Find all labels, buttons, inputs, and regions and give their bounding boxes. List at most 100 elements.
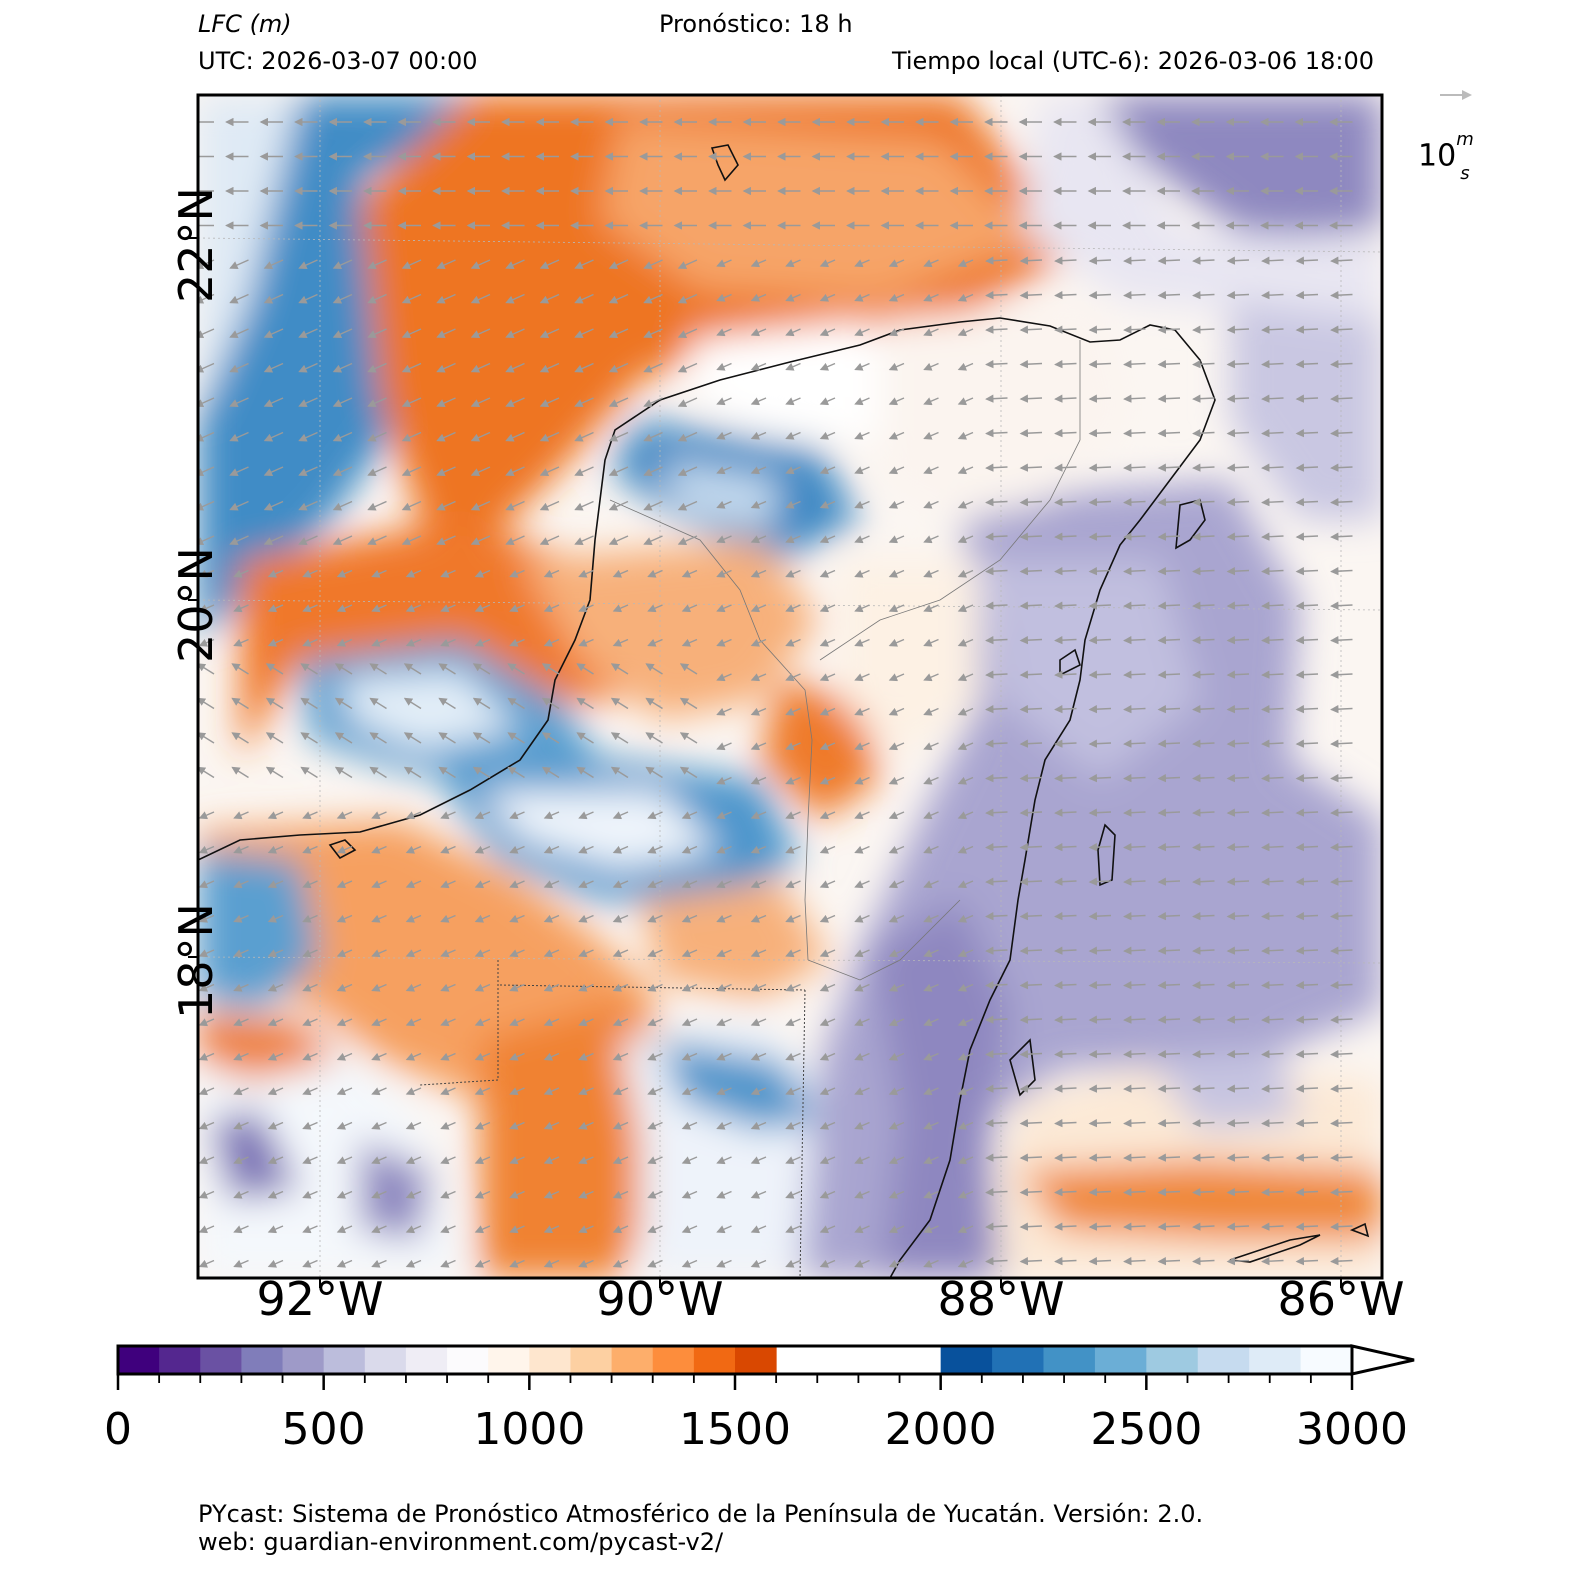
wind-arrow	[539, 293, 560, 304]
wind-arrow	[1123, 946, 1146, 955]
wind-arrow	[1330, 704, 1353, 714]
wind-arrow	[1192, 359, 1215, 369]
wind-arrow	[1330, 635, 1353, 645]
wind-arrow	[263, 259, 284, 269]
wind-arrow	[923, 569, 939, 578]
wind-arrow	[854, 811, 870, 820]
wind-arrow	[332, 362, 353, 373]
wind-arrow	[957, 1190, 974, 1199]
wind-arrow	[509, 1052, 525, 1061]
wind-arrow	[985, 842, 1008, 852]
wind-arrow	[1192, 842, 1215, 852]
wind-arrow	[298, 466, 318, 476]
wind-arrow	[436, 466, 456, 476]
wind-arrow	[578, 949, 594, 958]
wind-arrow	[785, 1225, 801, 1234]
wind-arrow	[265, 766, 284, 779]
wind-arrow	[1295, 1187, 1319, 1197]
wind-arrow	[574, 293, 594, 304]
wind-arrow	[509, 1225, 525, 1234]
wind-arrow	[298, 362, 318, 373]
wind-arrow	[716, 673, 732, 682]
wind-arrow	[681, 1225, 698, 1234]
wind-arrow	[1123, 670, 1146, 679]
wind-arrow	[1054, 670, 1077, 679]
wind-arrow	[229, 431, 249, 442]
wind-arrow	[647, 811, 663, 820]
wind-arrow	[716, 397, 732, 406]
wind-arrow	[401, 431, 422, 442]
wind-arrow	[334, 697, 353, 710]
wind-arrow	[1019, 532, 1043, 541]
colorbar-segment	[611, 1346, 654, 1374]
wind-arrow	[716, 845, 732, 854]
wind-arrow	[1295, 256, 1319, 265]
wind-arrow	[716, 1190, 732, 1199]
wind-arrow	[539, 535, 560, 545]
wind-arrow	[507, 766, 525, 779]
wind-arrow	[332, 397, 353, 407]
wind-arrow	[854, 500, 870, 509]
wind-arrow	[440, 811, 456, 820]
colorbar-segment	[241, 1346, 284, 1374]
wind-arrow	[612, 845, 629, 854]
wind-arrow	[474, 880, 491, 889]
wind-arrow	[1330, 290, 1353, 300]
wind-arrow	[302, 1121, 318, 1130]
wind-arrow	[608, 466, 629, 476]
wind-arrow	[267, 880, 284, 889]
wind-arrow	[543, 1121, 560, 1130]
wind-arrow	[985, 532, 1008, 541]
wind-arrow	[716, 638, 732, 647]
wind-arrow	[302, 1087, 318, 1096]
wind-arrow	[543, 1190, 560, 1199]
wind-arrow	[1054, 877, 1077, 886]
wind-arrow	[645, 697, 663, 710]
wind-arrow	[1226, 842, 1250, 852]
wind-arrow	[923, 638, 939, 647]
wind-arrow	[474, 638, 491, 647]
wind-arrow	[302, 880, 318, 889]
wind-arrow	[1054, 463, 1077, 472]
wind-arrow	[267, 983, 284, 992]
wind-arrow	[716, 811, 732, 820]
wind-arrow	[785, 742, 801, 751]
wind-arrow	[539, 431, 560, 442]
wind-arrow	[302, 604, 318, 613]
wind-arrow	[336, 1052, 353, 1061]
wind-arrow	[509, 983, 525, 992]
wind-arrow	[1019, 601, 1043, 610]
wind-arrow	[543, 638, 560, 647]
wind-arrow	[985, 1256, 1008, 1266]
wind-arrow	[1123, 1118, 1146, 1128]
wind-arrow	[1295, 980, 1319, 990]
wind-arrow	[1123, 1222, 1146, 1231]
wind-arrow	[957, 328, 974, 337]
wind-arrow	[923, 1121, 939, 1130]
wind-arrow	[371, 1087, 387, 1096]
wind-arrow	[643, 500, 663, 511]
wind-arrow	[985, 1084, 1008, 1093]
wind-arrow	[854, 604, 870, 613]
wind-arrow	[367, 535, 387, 545]
wind-arrow	[854, 949, 870, 958]
wind-arrow	[785, 362, 801, 371]
wind-arrow	[750, 397, 767, 406]
wind-arrow	[1226, 1015, 1250, 1024]
wind-arrow	[405, 1259, 422, 1268]
wind-arrow	[1330, 1049, 1353, 1059]
colorbar-segment	[1094, 1346, 1147, 1374]
wind-arrow	[1088, 463, 1112, 472]
wind-arrow	[1088, 946, 1112, 955]
wind-arrow	[612, 880, 629, 889]
wind-arrow	[474, 983, 491, 992]
wind-arrow	[436, 431, 456, 442]
wind-arrow	[1330, 1222, 1353, 1231]
wind-arrow	[541, 766, 560, 779]
wind-arrow	[1123, 1153, 1146, 1162]
wind-arrow	[750, 431, 767, 440]
wind-arrow	[612, 1018, 629, 1027]
wind-arrow	[1123, 497, 1146, 507]
wind-arrow	[332, 293, 353, 304]
wind-arrow	[1088, 635, 1112, 645]
